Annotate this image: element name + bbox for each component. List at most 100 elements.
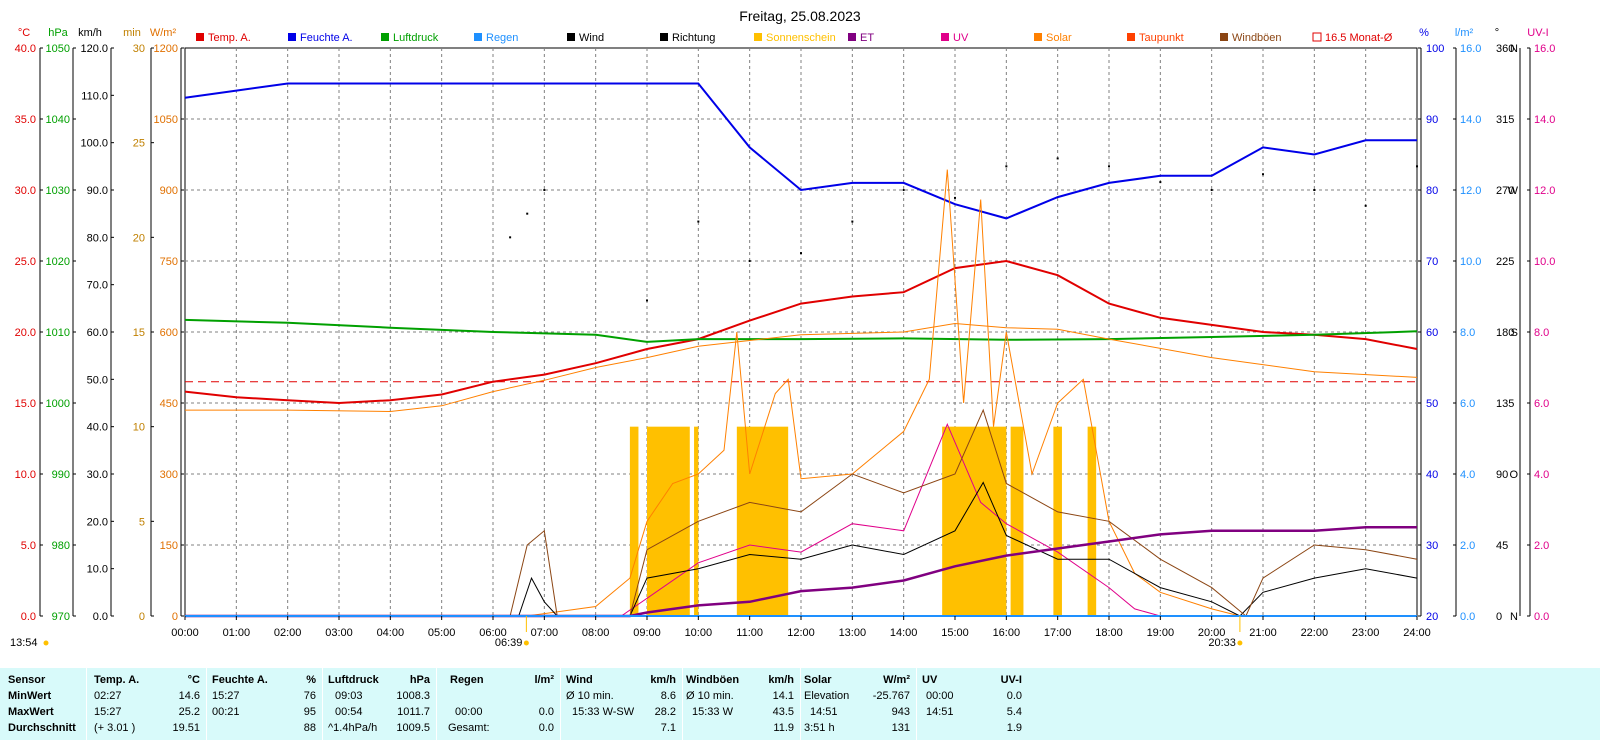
stats-header-wind: Wind bbox=[566, 674, 593, 686]
axis-tick-label-sun: 5 bbox=[139, 516, 145, 528]
x-tick-label: 14:00 bbox=[890, 627, 918, 639]
legend-label-wind: Wind bbox=[579, 32, 604, 44]
axis-tick-label-uv: 8.0 bbox=[1534, 327, 1549, 339]
x-tick-label: 18:00 bbox=[1095, 627, 1123, 639]
axis-tick-label-solar: 300 bbox=[160, 469, 178, 481]
axis-tick-label-hum: 70 bbox=[1426, 256, 1438, 268]
legend-label-dir: Richtung bbox=[672, 32, 715, 44]
axis-tick-letter-dir: S bbox=[1511, 327, 1518, 339]
axis-tick-label-temp: 0.0 bbox=[21, 611, 36, 623]
axis-tick-label-uv: 16.0 bbox=[1534, 43, 1555, 55]
stats-rain-total: 0.0 bbox=[538, 722, 554, 734]
axis-tick-label-solar: 750 bbox=[160, 256, 178, 268]
x-tick-label: 08:00 bbox=[582, 627, 610, 639]
legend-swatch-avg bbox=[1312, 32, 1322, 42]
axis-tick-label-temp: 30.0 bbox=[15, 185, 36, 197]
x-tick-label: 13:00 bbox=[839, 627, 867, 639]
sunshine-bar bbox=[694, 426, 699, 616]
stats-unit-solar: W/m² bbox=[883, 674, 910, 686]
axis-tick-label-uv: 14.0 bbox=[1534, 114, 1555, 126]
sunshine-bar bbox=[1053, 426, 1062, 616]
stats-header-uv: UV bbox=[922, 674, 938, 686]
series-line-temp-a bbox=[184, 259, 1418, 405]
axis-tick-label-wind: 60.0 bbox=[87, 327, 108, 339]
legend-label-hum: Feuchte A. bbox=[300, 32, 353, 44]
x-tick-label: 12:00 bbox=[787, 627, 815, 639]
x-tick-label: 10:00 bbox=[685, 627, 713, 639]
axis-tick-letter-dir: W bbox=[1508, 185, 1519, 197]
stats-unit-hum: % bbox=[306, 674, 316, 686]
stats-header-solar: Solar bbox=[804, 674, 832, 686]
stats-press-trend: ^1.4hPa/h bbox=[328, 722, 378, 734]
stats-header-temp: Temp. A. bbox=[94, 674, 140, 686]
series-line-et bbox=[185, 526, 1417, 618]
sunrise-dot bbox=[523, 640, 529, 646]
x-tick-label: 21:00 bbox=[1249, 627, 1277, 639]
axis-tick-label-press: 980 bbox=[52, 540, 70, 552]
axis-tick-label-temp: 10.0 bbox=[15, 469, 36, 481]
wind-direction-dot bbox=[697, 220, 700, 223]
axis-tick-label-wind: 20.0 bbox=[87, 516, 108, 528]
stats-row-avg: Durchschnitt bbox=[8, 722, 76, 734]
stats-solar-avg: 131 bbox=[891, 722, 910, 734]
chart-title: Freitag, 25.08.2023 bbox=[739, 8, 861, 24]
stats-solar-max-time: 14:51 bbox=[810, 706, 838, 718]
sunrise-label: 06:39 bbox=[495, 637, 523, 649]
axis-unit-uv: UV-I bbox=[1527, 27, 1548, 39]
axis-tick-label-press: 1020 bbox=[46, 256, 70, 268]
legend-swatch-hum bbox=[288, 33, 296, 41]
stats-temp-max: 25.2 bbox=[178, 706, 200, 718]
stats-temp-max-time: 15:27 bbox=[94, 706, 122, 718]
legend-label-temp: Temp. A. bbox=[208, 32, 251, 44]
series-line-windb-en bbox=[185, 408, 1418, 617]
stats-wind-min: 8.6 bbox=[660, 690, 676, 702]
stats-row-min: MinWert bbox=[8, 690, 52, 702]
axis-tick-label-hum: 60 bbox=[1426, 327, 1438, 339]
axis-tick-label-solar: 900 bbox=[160, 185, 178, 197]
legend-swatch-et bbox=[848, 33, 856, 41]
series-line-uv bbox=[185, 423, 1417, 617]
legend-swatch-dew bbox=[1127, 33, 1135, 41]
wind-direction-dot bbox=[1313, 189, 1316, 191]
stats-gust-avg: 11.9 bbox=[773, 722, 794, 734]
axis-tick-label-dir: 135 bbox=[1496, 398, 1514, 410]
legend-label-uv: UV bbox=[953, 32, 969, 44]
axis-unit-press: hPa bbox=[48, 27, 68, 39]
axis-unit-wind: km/h bbox=[78, 27, 102, 39]
axis-tick-label-hum: 50 bbox=[1426, 398, 1438, 410]
x-tick-label: 02:00 bbox=[274, 627, 302, 639]
axis-tick-label-wind: 100.0 bbox=[80, 138, 108, 150]
axis-tick-label-wind: 90.0 bbox=[87, 185, 108, 197]
stats-temp-avg-note: (+ 3.01 ) bbox=[94, 722, 136, 734]
weather-chart: Freitag, 25.08.2023 Temp. A. Feuchte A. Lu… bbox=[10, 8, 1555, 649]
stats-wind-max-time: 15:33 W-SW bbox=[572, 706, 635, 718]
stats-header-press: Luftdruck bbox=[328, 674, 379, 686]
axis-tick-label-press: 1030 bbox=[46, 185, 70, 197]
axis-tick-label-solar: 150 bbox=[160, 540, 178, 552]
x-tick-label: 05:00 bbox=[428, 627, 456, 639]
axis-tick-label-temp: 20.0 bbox=[15, 327, 36, 339]
x-tick-label: 07:00 bbox=[531, 627, 559, 639]
axis-tick-label-temp: 40.0 bbox=[15, 43, 36, 55]
stats-wind-avg: 7.1 bbox=[660, 722, 676, 734]
x-tick-label: 23:00 bbox=[1352, 627, 1380, 639]
stats-wind-min-label: Ø 10 min. bbox=[566, 690, 614, 702]
axis-tick-label-uv: 6.0 bbox=[1534, 398, 1549, 410]
axis-tick-label-rain: 4.0 bbox=[1460, 469, 1475, 481]
x-tick-label: 03:00 bbox=[325, 627, 353, 639]
stats-press-min: 1008.3 bbox=[396, 690, 430, 702]
stats-header-hum: Feuchte A. bbox=[212, 674, 268, 686]
axis-tick-label-sun: 15 bbox=[133, 327, 145, 339]
axis-tick-label-uv: 12.0 bbox=[1534, 185, 1555, 197]
legend-swatch-sun bbox=[754, 33, 762, 41]
sunshine-bar bbox=[942, 426, 1007, 616]
stats-gust-max: 43.5 bbox=[772, 706, 794, 718]
axis-tick-label-rain: 0.0 bbox=[1460, 611, 1475, 623]
axis-tick-label-uv: 4.0 bbox=[1534, 469, 1549, 481]
axis-tick-label-hum: 20 bbox=[1426, 611, 1438, 623]
x-axis: 00:00 01:00 02:00 03:00 04:00 05:00 06:00 07:00… bbox=[10, 616, 1431, 649]
wind-direction-dot bbox=[646, 299, 648, 302]
axis-tick-label-solar: 1050 bbox=[154, 114, 178, 126]
stats-press-max-time: 00:54 bbox=[335, 706, 363, 718]
stats-solar-elev: -25.767 bbox=[872, 690, 910, 702]
